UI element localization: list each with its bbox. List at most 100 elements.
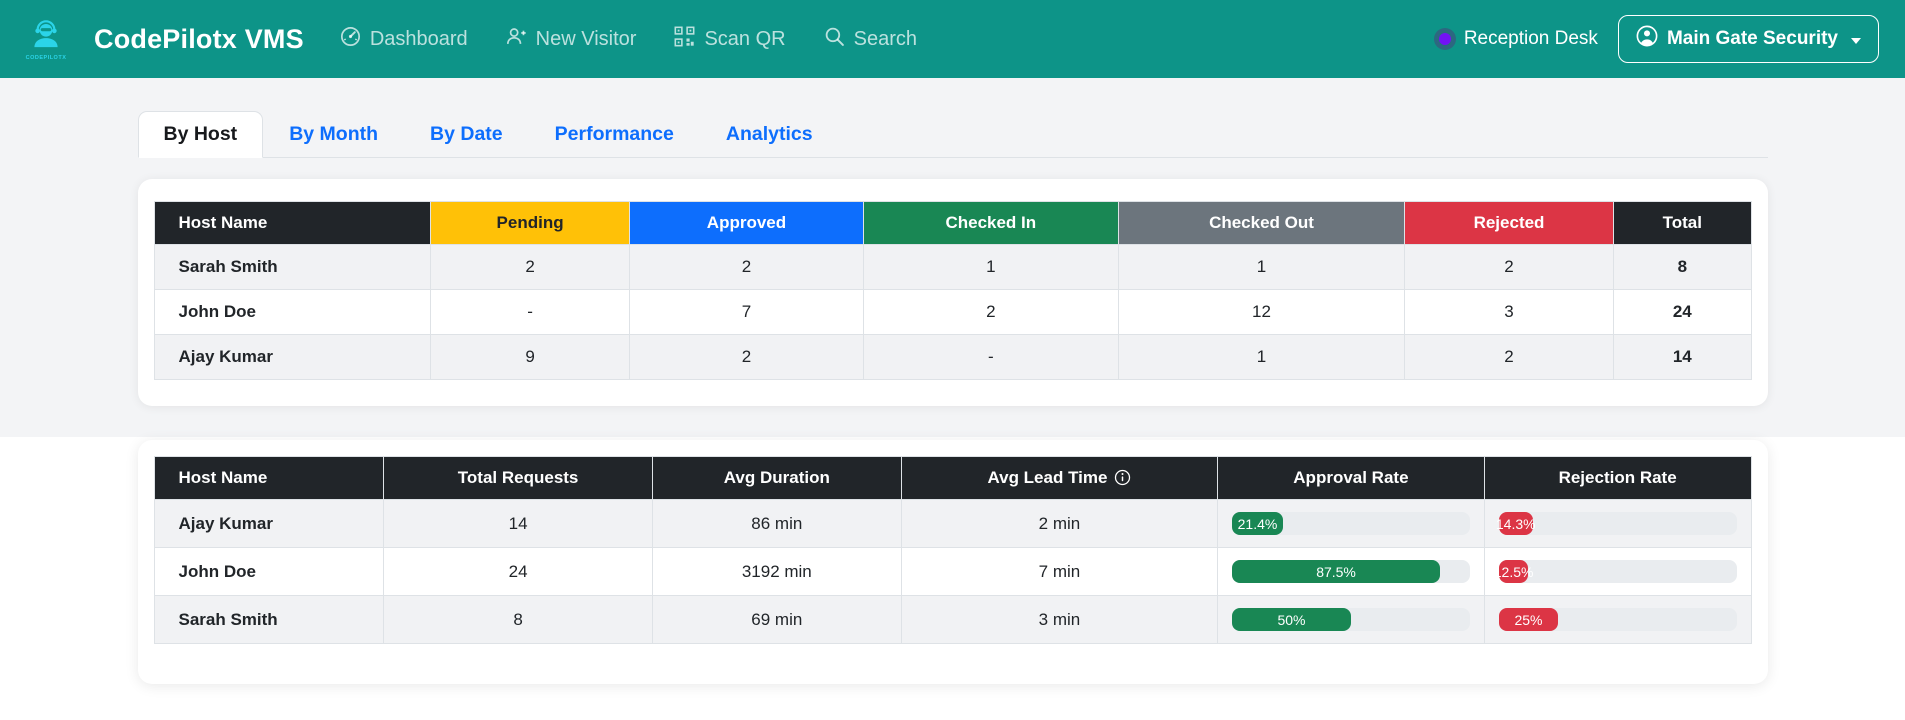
nav-item-scan-qr[interactable]: Scan QR — [674, 26, 786, 53]
station-indicator: Reception Desk — [1433, 28, 1598, 50]
cell-pending: 2 — [429, 244, 631, 290]
nav-label: Search — [853, 27, 917, 50]
approval-rate-label: 50% — [1277, 611, 1306, 628]
brand[interactable]: CODEPILOTX CodePilotx VMS — [22, 17, 304, 62]
cell-total-requests: 24 — [383, 547, 653, 596]
rejection-rate-track: 25% — [1498, 608, 1737, 631]
table-header-approved: Approved — [629, 201, 864, 245]
rejection-rate-track: 14.3% — [1495, 512, 1737, 535]
qr-code-icon — [674, 26, 695, 53]
cell-host-name: Ajay Kumar — [153, 499, 385, 548]
tab-analytics[interactable]: Analytics — [700, 111, 839, 158]
table-row: John Doe - 7 2 12 3 24 — [153, 289, 1752, 335]
cell-rejected: 2 — [1403, 334, 1615, 380]
table-header-total: Total — [1613, 201, 1752, 245]
status-dot-ring — [1433, 28, 1456, 50]
tab-performance[interactable]: Performance — [529, 111, 700, 158]
cell-total: 14 — [1613, 334, 1752, 380]
rejection-rate-label: 12.5% — [1493, 563, 1534, 580]
nav-item-dashboard[interactable]: Dashboard — [340, 26, 468, 53]
cell-avg-lead-time: 3 min — [900, 595, 1219, 644]
cell-host-name: Sarah Smith — [153, 595, 385, 644]
cell-approved: 2 — [629, 334, 864, 380]
header-right: Reception Desk Main Gate Security — [1433, 15, 1879, 63]
table-header-host-name: Host Name — [153, 201, 431, 245]
user-menu-button[interactable]: Main Gate Security — [1617, 15, 1879, 63]
cell-checked-out: 1 — [1118, 244, 1405, 290]
cell-pending: 9 — [429, 334, 631, 380]
tab-by-month[interactable]: By Month — [263, 111, 404, 158]
status-summary-card: Host Name Pending Approved Checked In Ch… — [137, 179, 1768, 406]
table-row: Sarah Smith 8 69 min 3 min 50% — [153, 595, 1752, 644]
cell-avg-duration: 86 min — [651, 499, 902, 548]
cell-approved: 7 — [629, 289, 864, 335]
table-header-avg-duration: Avg Duration — [651, 456, 902, 500]
cell-rejected: 3 — [1403, 289, 1615, 335]
cell-checked-out: 1 — [1118, 334, 1405, 380]
nav-label: Scan QR — [704, 27, 786, 50]
app-title: CodePilotx VMS — [94, 23, 304, 54]
cell-total-requests: 14 — [383, 499, 653, 548]
cell-total: 24 — [1613, 289, 1752, 335]
table-header-total-requests: Total Requests — [383, 456, 653, 500]
cell-checked-out: 12 — [1118, 289, 1405, 335]
brand-logo: CODEPILOTX — [22, 17, 70, 62]
performance-table: Host Name Total Requests Avg Duration Av… — [153, 456, 1752, 644]
bottom-section: Host Name Total Requests Avg Duration Av… — [0, 437, 1905, 684]
search-icon — [824, 26, 845, 53]
approval-rate-label: 87.5% — [1316, 563, 1356, 580]
codepilotx-avatar-icon — [26, 17, 66, 55]
table-row: John Doe 24 3192 min 7 min 87.5% — [153, 547, 1752, 596]
approval-rate-bar: 21.4% — [1232, 512, 1283, 535]
cell-host-name: John Doe — [153, 289, 431, 335]
info-icon[interactable] — [1107, 468, 1131, 487]
cell-host-name: Sarah Smith — [153, 244, 431, 290]
nav-item-search[interactable]: Search — [824, 26, 917, 53]
performance-card: Host Name Total Requests Avg Duration Av… — [137, 440, 1768, 684]
cell-pending: - — [429, 289, 631, 335]
user-menu-label: Main Gate Security — [1666, 28, 1838, 49]
approval-rate-bar: 50% — [1232, 608, 1351, 631]
approval-rate-bar: 87.5% — [1232, 560, 1441, 583]
tab-by-date[interactable]: By Date — [404, 111, 529, 158]
caret-down-icon — [1851, 37, 1861, 44]
cell-rejection-rate: 12.5% — [1483, 547, 1752, 596]
app-header: CODEPILOTX CodePilotx VMS Dashboard — [0, 0, 1905, 78]
cell-checked-in: 2 — [862, 289, 1120, 335]
status-dot — [1438, 33, 1451, 45]
cell-total-requests: 8 — [383, 595, 653, 644]
station-label: Reception Desk — [1463, 28, 1598, 49]
cell-total: 8 — [1613, 244, 1752, 290]
cell-checked-in: - — [862, 334, 1120, 380]
approval-rate-track: 87.5% — [1232, 560, 1470, 583]
table-row: Ajay Kumar 9 2 - 1 2 14 — [153, 334, 1752, 380]
tab-bar: By Host By Month By Date Performance Ana… — [137, 111, 1768, 158]
rejection-rate-bar: 12.5% — [1494, 560, 1533, 583]
rejection-rate-label: 25% — [1514, 611, 1543, 628]
approval-rate-label: 21.4% — [1237, 515, 1278, 532]
cell-approval-rate: 87.5% — [1217, 547, 1485, 596]
main-nav: Dashboard New Visitor — [340, 26, 917, 53]
table-header-approval-rate: Approval Rate — [1217, 456, 1485, 500]
cell-approved: 2 — [629, 244, 864, 290]
approval-rate-track: 21.4% — [1232, 512, 1470, 535]
rejection-rate-label: 14.3% — [1495, 515, 1536, 532]
tab-by-host[interactable]: By Host — [137, 111, 264, 158]
cell-rejected: 2 — [1403, 244, 1615, 290]
nav-item-new-visitor[interactable]: New Visitor — [506, 26, 637, 53]
cell-avg-lead-time: 2 min — [900, 499, 1219, 548]
table-header-pending: Pending — [429, 201, 631, 245]
speedometer-icon — [340, 26, 361, 53]
cell-avg-duration: 3192 min — [651, 547, 902, 596]
cell-approval-rate: 21.4% — [1217, 499, 1485, 548]
table-header-avg-lead-time: Avg Lead Time — [900, 456, 1219, 500]
cell-host-name: John Doe — [153, 547, 385, 596]
performance-table-header-row: Host Name Total Requests Avg Duration Av… — [153, 456, 1752, 500]
status-table: Host Name Pending Approved Checked In Ch… — [153, 201, 1752, 380]
cell-rejection-rate: 25% — [1483, 595, 1752, 644]
table-header-rejection-rate: Rejection Rate — [1483, 456, 1752, 500]
cell-checked-in: 1 — [862, 244, 1120, 290]
avg-lead-time-label: Avg Lead Time — [987, 468, 1108, 487]
nav-label: New Visitor — [535, 27, 637, 50]
logo-wordmark: CODEPILOTX — [25, 54, 67, 61]
